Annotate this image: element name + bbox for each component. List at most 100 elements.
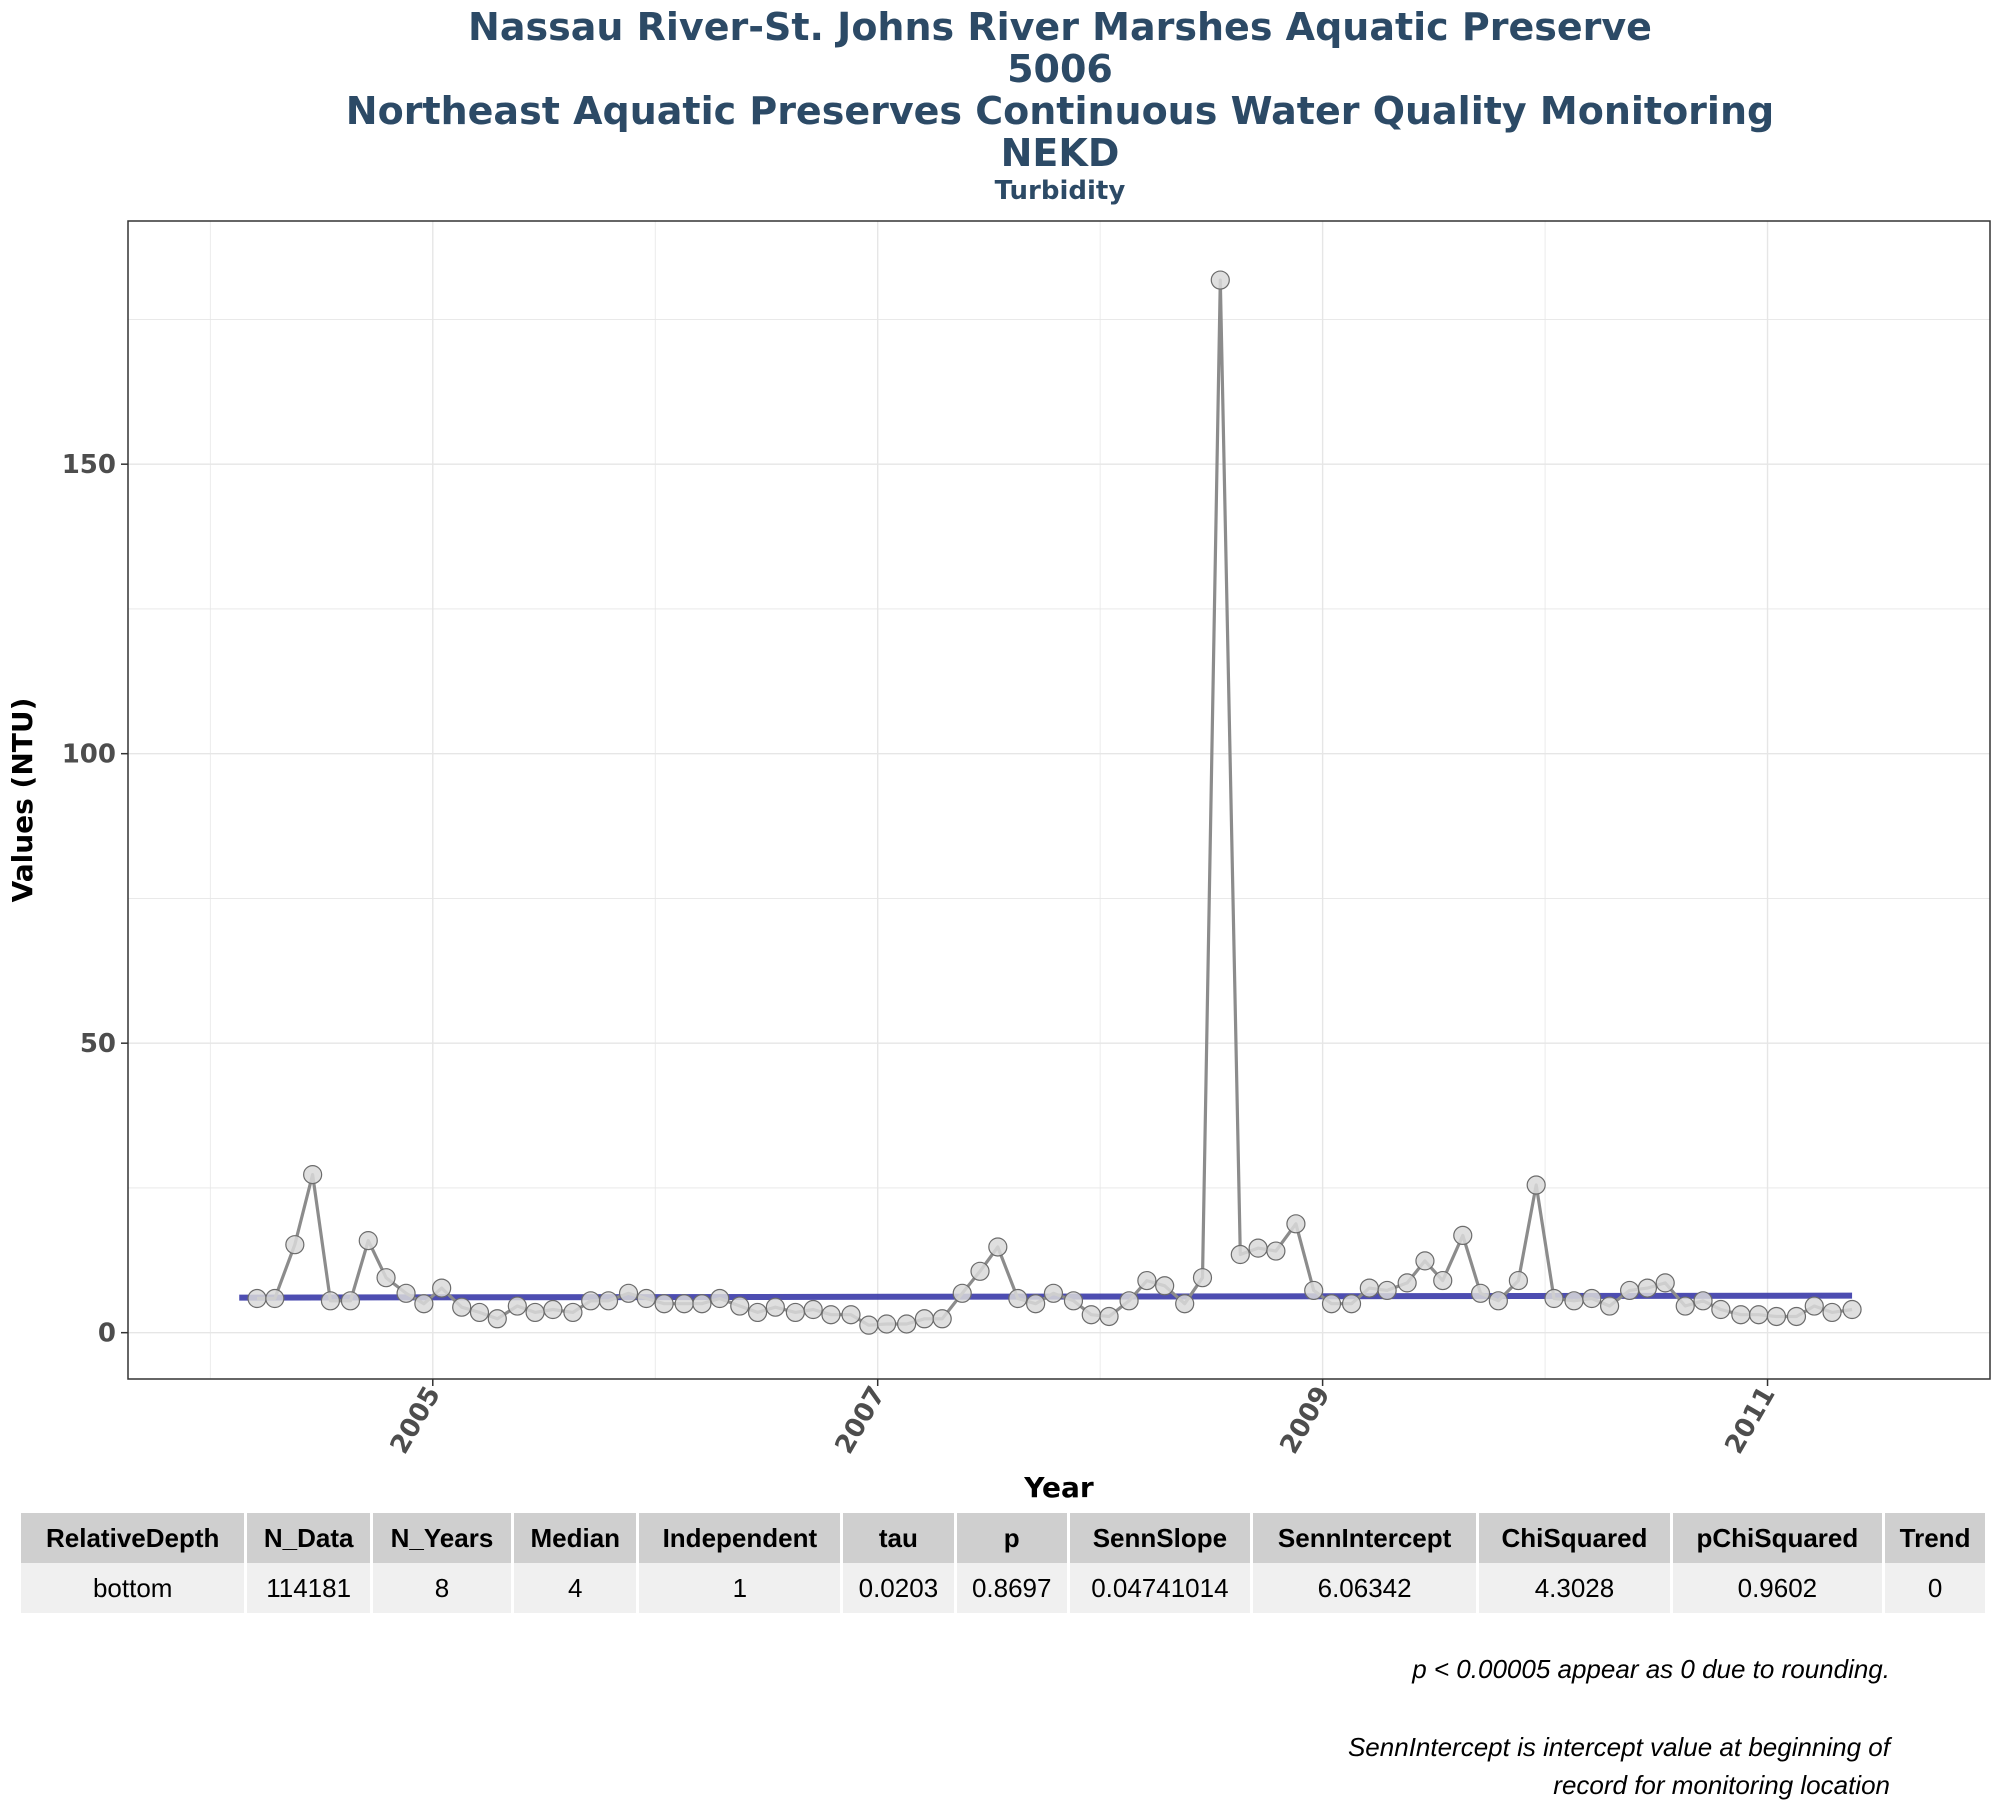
- table-header-cell: SennSlope: [1069, 1513, 1250, 1563]
- data-point: [1397, 1273, 1417, 1293]
- table-cell: 6.06342: [1252, 1563, 1477, 1613]
- data-point: [1155, 1276, 1175, 1296]
- data-point: [1192, 1268, 1213, 1288]
- data-point: [340, 1291, 361, 1311]
- table-cell: 0.0203: [843, 1563, 954, 1613]
- data-point: [396, 1283, 416, 1303]
- table-cell: 0.04741014: [1069, 1563, 1250, 1613]
- data-point: [654, 1294, 674, 1314]
- data-point: [1804, 1296, 1824, 1316]
- data-point: [598, 1291, 619, 1311]
- data-point: [821, 1305, 841, 1325]
- data-point: [970, 1261, 990, 1281]
- data-point: [1433, 1270, 1453, 1291]
- data-point: [1526, 1175, 1546, 1195]
- data-point: [1175, 1294, 1195, 1314]
- data-point: [785, 1302, 805, 1323]
- data-point: [1137, 1270, 1157, 1291]
- data-point: [1043, 1283, 1064, 1303]
- data-point: [247, 1288, 267, 1309]
- data-point: [1637, 1278, 1658, 1298]
- data-point: [1453, 1225, 1473, 1246]
- data-point: [618, 1283, 639, 1303]
- data-point: [1210, 270, 1230, 290]
- data-point: [1008, 1288, 1028, 1309]
- title-block: Nassau River-St. Johns River Marshes Aqu…: [0, 6, 2000, 208]
- points-layer: [247, 270, 1862, 1335]
- data-point: [1655, 1273, 1675, 1293]
- x-tick-label: 2011: [1719, 1382, 1781, 1460]
- table-cell: 0: [1885, 1563, 1985, 1613]
- y-tick-label: 50: [80, 1029, 116, 1059]
- data-point: [1822, 1302, 1842, 1323]
- stats-header-row: RelativeDepth N_Data N_Years Median Independ…: [21, 1513, 1985, 1563]
- data-point: [1286, 1214, 1306, 1234]
- data-point: [859, 1315, 879, 1335]
- table-cell: 0.8697: [956, 1563, 1067, 1613]
- data-point: [1842, 1299, 1862, 1320]
- data-point: [636, 1288, 656, 1309]
- data-point: [1620, 1280, 1640, 1301]
- data-point: [803, 1299, 823, 1320]
- data-point: [841, 1305, 861, 1325]
- series-line: [257, 278, 1853, 1327]
- data-point: [1564, 1291, 1584, 1311]
- grid: [128, 221, 1990, 1379]
- table-cell: 4.3028: [1479, 1563, 1670, 1613]
- table-cell: 0.9602: [1672, 1563, 1883, 1613]
- data-point: [1693, 1291, 1713, 1311]
- table-cell: bottom: [21, 1563, 245, 1613]
- chart-title-line4: NEKD: [1000, 131, 1120, 175]
- data-point: [1304, 1280, 1324, 1301]
- data-point: [1266, 1241, 1286, 1261]
- table-cell: 114181: [247, 1563, 370, 1613]
- intercept-note: SennIntercept is intercept value at begi…: [1348, 1728, 1890, 1804]
- rounding-note: p < 0.00005 appear as 0 due to rounding.: [1412, 1654, 1890, 1684]
- data-point: [765, 1297, 785, 1317]
- data-point: [1099, 1306, 1119, 1327]
- series-layer: [257, 278, 1853, 1327]
- data-point: [897, 1314, 917, 1334]
- y-axis-tick-labels: 0 50 100 150: [62, 450, 128, 1349]
- table-header-cell: Independent: [639, 1513, 841, 1563]
- data-point: [710, 1288, 730, 1309]
- data-point: [1599, 1296, 1620, 1316]
- data-point: [1026, 1294, 1046, 1314]
- table-header-cell: ChiSquared: [1479, 1513, 1670, 1563]
- table-header-cell: RelativeDepth: [21, 1513, 245, 1563]
- data-point: [358, 1231, 378, 1251]
- data-point: [376, 1268, 396, 1288]
- data-point: [1415, 1251, 1435, 1271]
- data-point: [876, 1314, 897, 1334]
- data-point: [432, 1278, 452, 1298]
- data-point: [543, 1299, 563, 1320]
- data-point: [1470, 1283, 1491, 1303]
- table-header-cell: p: [956, 1513, 1067, 1563]
- x-tick-label: 2009: [1275, 1382, 1337, 1460]
- x-axis-tick-labels: 2005 2007 2009 2011: [385, 1379, 1782, 1459]
- data-point: [1359, 1278, 1379, 1298]
- table-header-cell: N_Years: [372, 1513, 512, 1563]
- data-point: [303, 1165, 323, 1185]
- data-point: [1321, 1294, 1342, 1314]
- data-point: [1675, 1296, 1695, 1316]
- table-cell: 1: [639, 1563, 841, 1613]
- data-point: [1488, 1291, 1508, 1311]
- table-header-cell: tau: [843, 1513, 954, 1563]
- table-cell: 4: [514, 1563, 637, 1613]
- table-header-cell: pChiSquared: [1672, 1513, 1883, 1563]
- data-point: [1081, 1305, 1101, 1325]
- panel-border: [127, 220, 1991, 1380]
- data-point: [452, 1297, 472, 1317]
- data-point: [507, 1296, 527, 1316]
- table-header-cell: SennIntercept: [1252, 1513, 1477, 1563]
- y-axis-title: Values (NTU): [6, 698, 39, 903]
- data-point: [1711, 1299, 1731, 1320]
- data-point: [581, 1291, 601, 1311]
- data-point: [914, 1309, 935, 1329]
- data-point: [563, 1302, 583, 1323]
- intercept-note-line1: SennIntercept is intercept value at begi…: [1347, 1732, 1890, 1762]
- chart-subtitle: Turbidity: [994, 176, 1126, 206]
- data-point: [932, 1309, 952, 1329]
